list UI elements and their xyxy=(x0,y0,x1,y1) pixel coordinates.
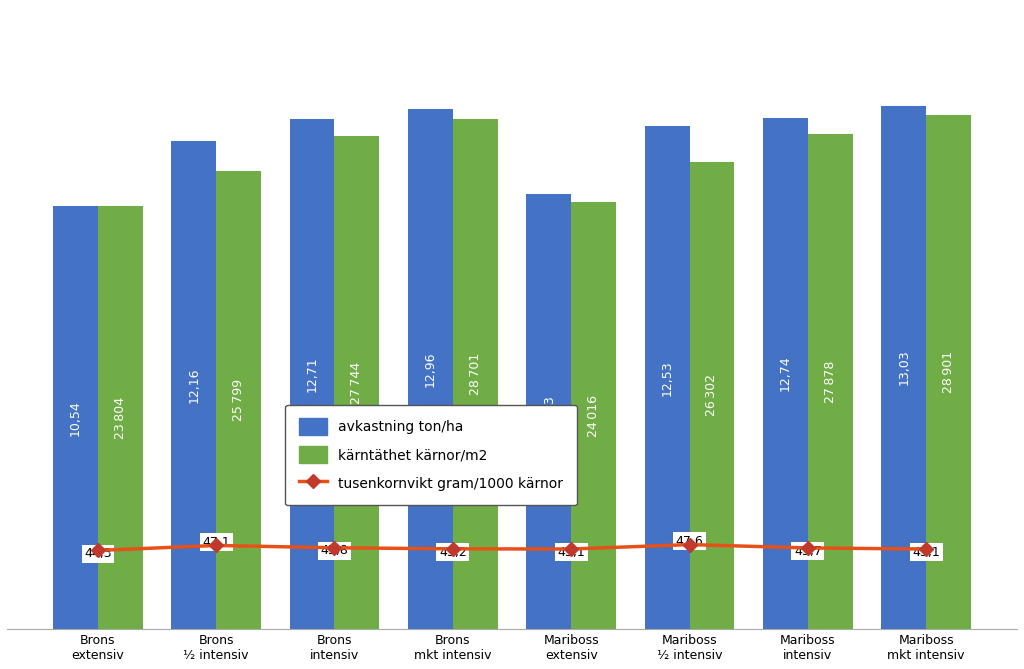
Text: 45,2: 45,2 xyxy=(439,545,467,559)
Text: 47,6: 47,6 xyxy=(676,535,703,548)
Bar xyxy=(98,206,142,629)
Bar xyxy=(763,118,808,629)
Bar xyxy=(408,109,453,629)
Bar xyxy=(335,136,380,629)
Legend: avkastning ton/ha, kärntäthet kärnor/m2, tusenkornvikt gram/1000 kärnor: avkastning ton/ha, kärntäthet kärnor/m2,… xyxy=(286,405,578,505)
Text: 12,71: 12,71 xyxy=(305,357,318,392)
Bar xyxy=(926,115,971,629)
Bar xyxy=(290,119,335,629)
Bar xyxy=(453,119,498,629)
Bar xyxy=(808,134,853,629)
Text: 24 016: 24 016 xyxy=(587,395,600,437)
Text: 23 804: 23 804 xyxy=(114,397,127,439)
Text: 12,74: 12,74 xyxy=(779,356,792,391)
Bar xyxy=(171,141,216,629)
Text: 44,3: 44,3 xyxy=(84,547,112,560)
Bar xyxy=(882,106,926,629)
Text: 12,16: 12,16 xyxy=(187,367,200,403)
Bar xyxy=(526,195,571,629)
Text: 13,03: 13,03 xyxy=(897,350,910,385)
Bar xyxy=(216,171,261,629)
Text: 12,53: 12,53 xyxy=(660,360,674,395)
Bar xyxy=(644,126,689,629)
Bar xyxy=(571,202,616,629)
Text: 28 901: 28 901 xyxy=(942,351,955,393)
Text: 45,1: 45,1 xyxy=(912,546,940,559)
Text: 26 302: 26 302 xyxy=(706,375,719,416)
Text: 10,54: 10,54 xyxy=(69,400,82,436)
Text: 45,8: 45,8 xyxy=(321,545,348,557)
Bar xyxy=(689,162,734,629)
Text: 47,1: 47,1 xyxy=(203,536,230,549)
Text: 28 701: 28 701 xyxy=(469,353,482,395)
Text: 25 799: 25 799 xyxy=(232,379,245,421)
Bar xyxy=(53,206,98,629)
Text: 45,7: 45,7 xyxy=(794,545,822,558)
Text: 10,83: 10,83 xyxy=(542,394,555,429)
Text: 27 744: 27 744 xyxy=(350,361,364,403)
Text: 12,96: 12,96 xyxy=(424,351,437,387)
Text: 27 878: 27 878 xyxy=(824,360,837,403)
Text: 45,1: 45,1 xyxy=(557,546,585,559)
